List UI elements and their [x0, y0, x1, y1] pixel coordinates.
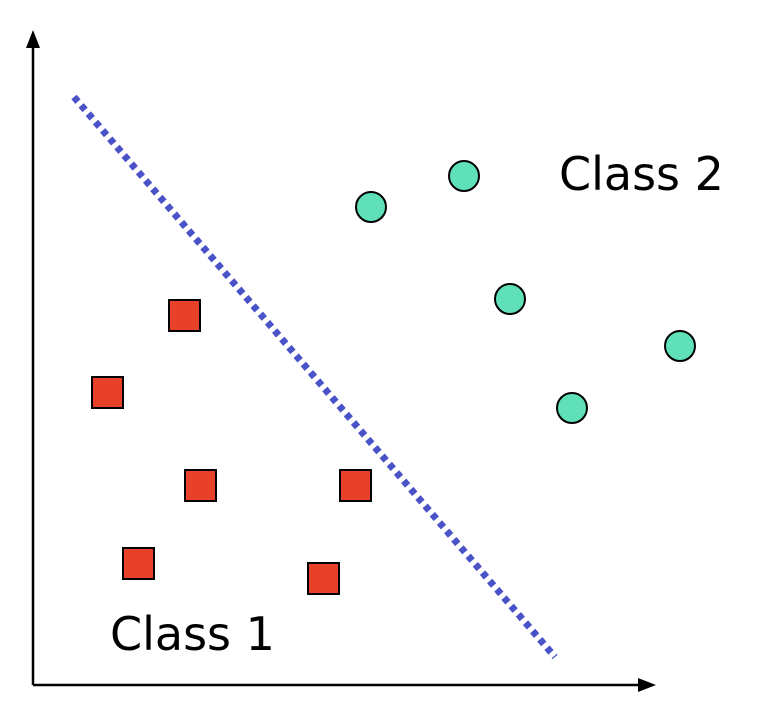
class-1-points	[91, 299, 372, 595]
class-2-points	[355, 160, 696, 424]
class-2-circle	[448, 160, 480, 192]
y-axis-arrowhead	[26, 30, 40, 48]
class-1-square	[339, 469, 372, 502]
decision-boundary-line	[71, 94, 558, 660]
x-axis-arrowhead	[638, 678, 656, 692]
class-2-circle	[556, 392, 588, 424]
class-1-square	[91, 376, 124, 409]
x-axis	[33, 678, 656, 692]
class-2-circle	[355, 191, 387, 223]
class-2-circle	[664, 330, 696, 362]
class-1-square	[184, 469, 217, 502]
class-1-label: Class 1	[110, 607, 275, 661]
class-1-square	[122, 547, 155, 580]
class-1-square	[168, 299, 201, 332]
class-2-circle	[494, 283, 526, 315]
class-1-square	[307, 562, 340, 595]
class-2-label: Class 2	[559, 147, 724, 201]
y-axis	[26, 30, 40, 685]
